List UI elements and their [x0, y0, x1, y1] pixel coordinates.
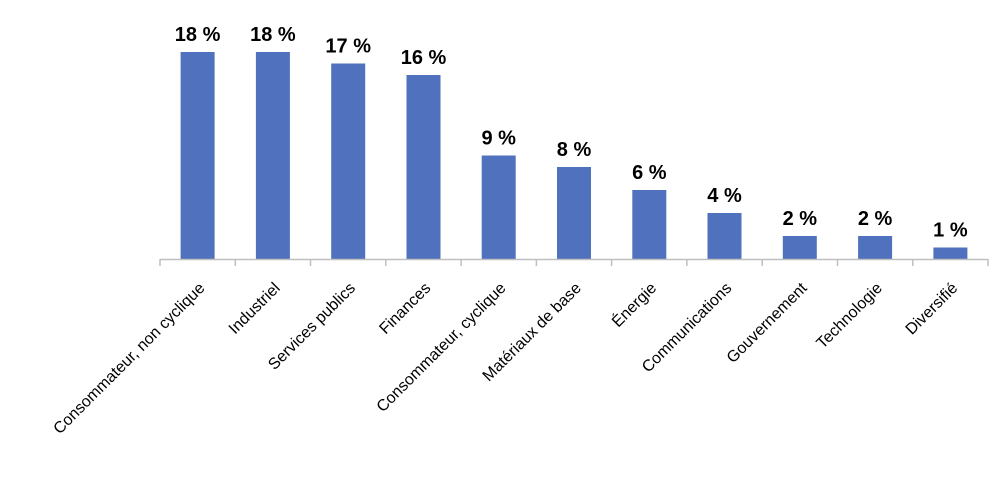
data-label-7: 6 % [632, 162, 667, 184]
category-label-4: Finances [376, 280, 434, 338]
category-labels-layer: Consommateur, non cyclique IndustrielServ… [51, 278, 962, 437]
x-axis [159, 258, 989, 266]
data-label-9: 2 % [783, 208, 818, 230]
data-label-11: 1 % [933, 220, 968, 242]
category-label-11: Diversifié [903, 280, 962, 339]
category-label-7: Énergie [608, 278, 661, 331]
bar-1 [180, 52, 215, 259]
category-label-9: Gouvernement [724, 279, 811, 366]
bar-6 [557, 167, 591, 259]
data-label-6: 8 % [557, 139, 592, 161]
bar-7 [632, 190, 667, 259]
data-label-10: 2 % [858, 208, 893, 230]
bar-3 [331, 63, 366, 259]
bar-2 [255, 52, 290, 259]
data-labels-layer: 18 % 18 % 17 % 16 % 9 % 8 % 6 % 4 % 2 % 2 % 1 % [175, 24, 968, 242]
bar-11 [933, 247, 968, 259]
bars-layer [180, 52, 968, 259]
data-label-4: 16 % [401, 47, 447, 69]
data-label-5: 9 % [481, 128, 516, 150]
category-label-1: Consommateur, non cyclique [51, 280, 209, 438]
data-label-2: 18 % [250, 24, 296, 46]
category-label-5: Consommateur, cyclique [374, 280, 510, 416]
bar-9 [782, 236, 817, 259]
bar-8 [707, 213, 742, 259]
data-label-3: 17 % [325, 36, 371, 58]
bar-10 [858, 236, 893, 259]
data-label-8: 4 % [707, 185, 742, 207]
bar-4 [406, 75, 441, 259]
category-label-10: Technologie [814, 280, 886, 352]
bar-5 [481, 155, 516, 259]
category-label-2: Industriel [226, 280, 284, 338]
data-label-1: 18 % [175, 24, 221, 46]
